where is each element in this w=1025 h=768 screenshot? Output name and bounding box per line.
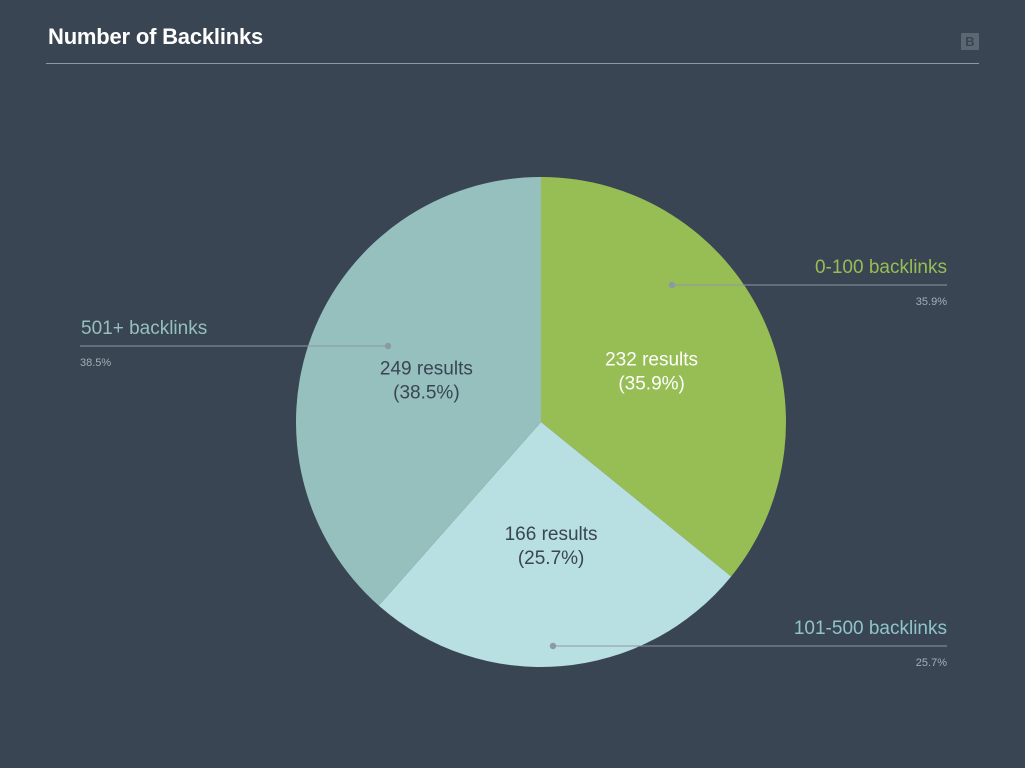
outer-labels: 0-100 backlinks 35.9% 101-500 backlinks 25.… xyxy=(80,257,947,669)
legend-label-501-backlinks: 501+ backlinks xyxy=(81,318,207,339)
legend-label-101-500-backlinks: 101-500 backlinks xyxy=(794,618,947,639)
inner-label-0-100-backlinks-percent: (35.9%) xyxy=(618,373,685,394)
legend-percent-0-100-backlinks: 35.9% xyxy=(916,296,947,308)
inner-label-501-backlinks-count: 249 results xyxy=(380,359,473,380)
inner-label-0-100-backlinks-count: 232 results xyxy=(605,349,698,370)
leader-lines xyxy=(80,281,947,650)
title-divider xyxy=(46,63,979,64)
inner-labels: 232 results (35.9%) 166 results (25.7%) 249 … xyxy=(380,349,698,569)
brand-logo: B xyxy=(961,33,979,50)
inner-label-101-500-backlinks-percent: (25.7%) xyxy=(518,548,585,569)
leader-dot-501-backlinks xyxy=(384,342,392,350)
pie-slices xyxy=(295,176,786,668)
pie-slice-101-500-backlinks xyxy=(378,422,732,668)
leader-dot-0-100-backlinks xyxy=(668,281,676,289)
legend-percent-501-backlinks: 38.5% xyxy=(80,357,111,369)
inner-label-501-backlinks-percent: (38.5%) xyxy=(393,383,460,404)
page-title: Number of Backlinks xyxy=(48,24,264,49)
legend-percent-101-500-backlinks: 25.7% xyxy=(916,657,947,669)
legend-label-0-100-backlinks: 0-100 backlinks xyxy=(815,257,947,278)
inner-label-101-500-backlinks-count: 166 results xyxy=(505,524,598,545)
leader-dot-101-500-backlinks xyxy=(549,642,557,650)
pie-slice-0-100-backlinks xyxy=(541,177,786,577)
pie-slice-501-backlinks xyxy=(295,176,541,606)
